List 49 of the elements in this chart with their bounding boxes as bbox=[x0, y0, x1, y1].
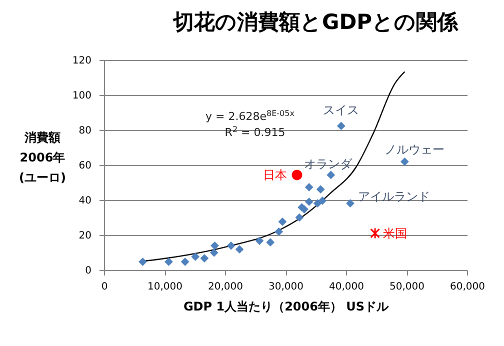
y-tick-label: 120 bbox=[72, 56, 92, 66]
point bbox=[400, 157, 409, 166]
point bbox=[278, 218, 287, 226]
annotation: ノルウェー bbox=[384, 142, 445, 157]
annotation: R$^{2}$ = 0.915 bbox=[224, 124, 286, 139]
y-axis-title: 消費額 2006年 (ユーロ) bbox=[19, 130, 66, 184]
x-tick-label: 50,000 bbox=[390, 282, 424, 292]
y-tick-label: 60 bbox=[78, 160, 92, 172]
point bbox=[180, 258, 190, 266]
y-tick-label: 20 bbox=[78, 230, 92, 242]
annotation: スイス bbox=[323, 102, 360, 117]
x-tick-label: 10,000 bbox=[148, 282, 182, 292]
x-tick-label: 40,000 bbox=[329, 282, 364, 292]
point bbox=[346, 199, 354, 208]
point bbox=[255, 236, 264, 245]
point bbox=[266, 238, 275, 247]
point bbox=[210, 248, 218, 257]
point bbox=[316, 185, 325, 194]
point bbox=[138, 258, 147, 266]
point bbox=[191, 252, 200, 261]
x-tick-label: 20,000 bbox=[208, 282, 243, 292]
series-label: 日本 bbox=[262, 168, 287, 182]
point bbox=[318, 196, 327, 205]
point bbox=[326, 170, 336, 180]
point bbox=[304, 198, 314, 206]
point bbox=[274, 227, 284, 236]
point bbox=[210, 241, 219, 250]
annotation: アイルランド bbox=[358, 189, 430, 204]
point bbox=[304, 183, 314, 192]
point bbox=[235, 245, 244, 254]
chart-title: 切花の消費額とGDPとの関係 bbox=[172, 10, 460, 34]
x-tick-label: 0 bbox=[101, 282, 108, 292]
series-label: 米国 bbox=[383, 226, 408, 240]
x-tick-label: 30,000 bbox=[268, 282, 304, 292]
y-tick-label: 80 bbox=[78, 126, 92, 136]
point bbox=[292, 170, 302, 180]
x-tick-label: 60,000 bbox=[450, 282, 485, 292]
annotation: y = 2.628e$^{8E-05x}$ bbox=[206, 108, 295, 123]
point bbox=[200, 254, 209, 262]
point bbox=[313, 199, 322, 208]
point bbox=[164, 258, 173, 266]
x-axis-title: GDP 1人当たり（2006年） USドル bbox=[183, 300, 390, 314]
y-tick-label: 40 bbox=[78, 196, 92, 206]
y-tick-label: 0 bbox=[85, 266, 92, 276]
point bbox=[370, 227, 380, 240]
y-tick-label: 100 bbox=[72, 90, 92, 102]
point bbox=[295, 213, 304, 222]
point bbox=[226, 241, 236, 250]
point bbox=[336, 122, 346, 130]
